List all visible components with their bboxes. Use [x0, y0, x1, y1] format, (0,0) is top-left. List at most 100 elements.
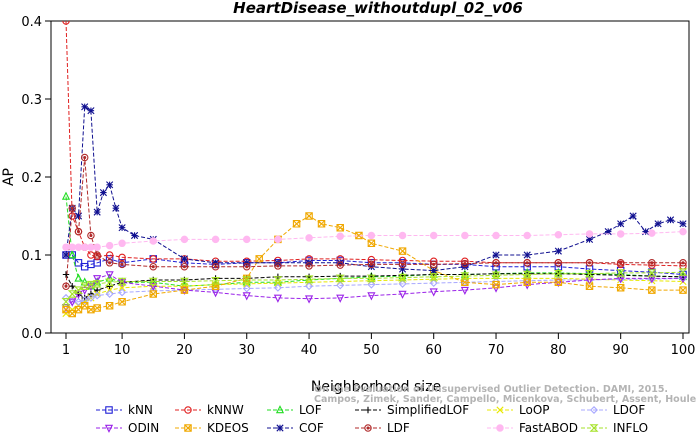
- legend-entry-inflo: INFLO: [581, 421, 648, 434]
- x-tick-label: 50: [363, 343, 380, 358]
- legend-entry-kdeos: KDEOS: [175, 421, 249, 434]
- data-point-inflo: [273, 276, 283, 284]
- data-point-kdeos: [105, 301, 114, 310]
- data-point-ldf: [461, 259, 469, 268]
- data-point-fastabod: [149, 237, 158, 245]
- data-point-fastabod: [398, 231, 407, 240]
- legend-entry-knn: kNN: [96, 403, 153, 417]
- series-line-odin: [65, 273, 683, 308]
- data-point-kdeos: [679, 286, 687, 294]
- data-point-fastabod: [68, 243, 76, 251]
- legend-label: SimplifiedLOF: [387, 403, 469, 417]
- data-point-ldof: [74, 297, 83, 306]
- data-point-ldf: [180, 262, 189, 271]
- watermark-line-1: On the Evaluation of Unsupervised Outlie…: [314, 384, 668, 395]
- x-tick-label: 100: [671, 343, 696, 358]
- series-line-simplifiedlof: [65, 273, 684, 299]
- data-point-fastabod: [429, 231, 438, 240]
- legend-label: KDEOS: [207, 421, 249, 434]
- data-point-knnw: [87, 251, 95, 259]
- data-point-lof: [61, 191, 71, 200]
- plot-series: [61, 21, 688, 318]
- data-point-ldf: [523, 259, 531, 267]
- data-point-odin: [74, 290, 83, 299]
- data-point-ldf: [118, 260, 126, 269]
- data-point-ldof: [80, 296, 89, 305]
- legend-marker: [496, 424, 504, 432]
- data-point-odin: [149, 282, 158, 292]
- data-point-inflo: [366, 274, 376, 283]
- data-point-ldf: [274, 262, 282, 270]
- data-point-fastabod: [492, 231, 500, 240]
- data-point-odin: [105, 271, 114, 280]
- data-point-kdeos: [149, 290, 158, 298]
- x-tick-label: 40: [301, 343, 318, 358]
- legend-label: LOF: [299, 403, 322, 417]
- legend-entry-knnw: kNNW: [175, 403, 244, 417]
- series-line-inflo: [65, 271, 684, 303]
- y-axis-label: AP: [1, 168, 17, 186]
- data-point-ldf: [648, 259, 656, 267]
- series-line-kdeos: [65, 215, 683, 315]
- data-point-inflo: [117, 277, 127, 286]
- data-point-fastabod: [616, 230, 625, 238]
- data-point-kdeos: [367, 239, 376, 248]
- x-axis: 1 10 20 30 40 50 60 70 80 90 100: [62, 333, 696, 358]
- data-point-ldof: [336, 281, 345, 290]
- data-point-fastabod: [585, 230, 594, 238]
- data-point-knnw: [149, 255, 158, 263]
- data-point-inflo: [491, 271, 501, 280]
- data-point-inflo: [211, 276, 221, 285]
- x-tick-label: 60: [425, 343, 442, 358]
- data-point-ldof: [273, 283, 282, 292]
- data-point-fastabod: [74, 243, 83, 251]
- data-point-lof: [68, 250, 77, 259]
- data-point-fastabod: [105, 241, 114, 250]
- data-point-kdeos: [74, 305, 83, 314]
- data-point-cof: [666, 216, 675, 224]
- legend-entry-fastabod: FastABOD: [487, 421, 578, 434]
- data-point-ldf: [62, 282, 70, 290]
- data-point-fastabod: [554, 230, 563, 239]
- data-point-fastabod: [80, 243, 89, 251]
- legend-label: FastABOD: [519, 421, 578, 434]
- data-point-fastabod: [242, 235, 251, 244]
- data-point-fastabod: [274, 235, 282, 244]
- data-point-odin: [68, 298, 77, 307]
- data-point-kdeos: [616, 284, 625, 292]
- data-point-lof: [74, 273, 83, 282]
- data-point-knn: [74, 259, 83, 267]
- data-point-cof: [93, 208, 101, 216]
- data-point-cof: [243, 259, 251, 267]
- data-point-inflo: [67, 290, 77, 298]
- data-point-inflo: [678, 268, 688, 276]
- data-point-inflo: [61, 298, 71, 306]
- data-point-inflo: [398, 273, 408, 282]
- legend-marker: [105, 406, 113, 414]
- data-point-kdeos: [492, 280, 500, 289]
- data-point-odin: [273, 294, 282, 303]
- data-point-cof: [112, 204, 120, 212]
- data-point-knnw: [118, 253, 126, 262]
- watermark-line-2: Campos, Zimek, Sander, Campello, Micenko…: [314, 394, 696, 405]
- data-point-fastabod: [87, 243, 95, 251]
- data-point-cof: [642, 228, 650, 236]
- data-point-kdeos: [93, 304, 101, 312]
- y-tick-label: 0.4: [21, 15, 42, 30]
- data-point-inflo: [616, 269, 626, 277]
- data-point-kdeos: [180, 286, 189, 294]
- data-point-ldf: [74, 227, 83, 236]
- series-fastabod: [62, 227, 687, 251]
- data-point-kdeos: [398, 247, 407, 255]
- data-point-cof: [617, 220, 625, 228]
- data-point-inflo: [522, 270, 532, 279]
- data-point-ldf: [367, 260, 376, 269]
- data-point-fastabod: [180, 235, 189, 244]
- data-point-cof: [106, 181, 114, 189]
- data-point-ldof: [398, 279, 407, 288]
- data-point-cof: [130, 231, 139, 240]
- data-point-ldf: [585, 259, 594, 267]
- data-point-ldf: [211, 262, 220, 271]
- data-point-odin: [367, 292, 376, 301]
